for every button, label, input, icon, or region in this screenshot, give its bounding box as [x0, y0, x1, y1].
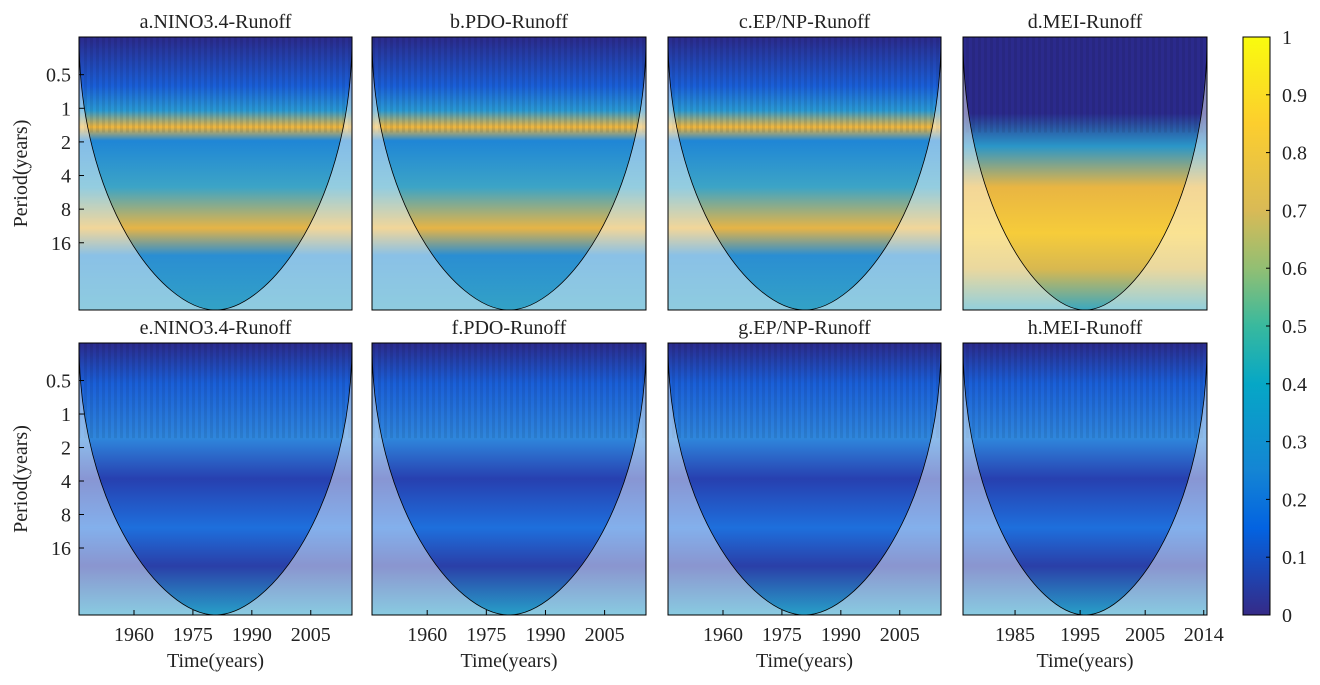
x-tick-label: 1990 [821, 624, 861, 646]
x-tick-label: 1960 [407, 624, 447, 646]
colorbar-tick-label: 0.3 [1282, 432, 1307, 454]
y-tick-label: 2 [61, 438, 71, 460]
colorbar-tick-label: 0.8 [1282, 143, 1307, 165]
colorbar-tick-label: 0.5 [1282, 316, 1307, 338]
phase-arrows [372, 343, 646, 439]
cone-shade [79, 37, 352, 310]
axes-box [962, 36, 1208, 311]
phase-arrows [668, 37, 941, 133]
axes-box [371, 36, 647, 311]
axes-box [78, 36, 353, 311]
y-tick-label: 8 [61, 199, 71, 221]
x-tick-label: 2005 [1125, 624, 1165, 646]
y-axis-label: Period(years) [10, 120, 32, 228]
cone-shade [668, 37, 941, 310]
axes-box [667, 342, 942, 616]
colorbar-tick-label: 0.4 [1282, 374, 1307, 396]
panel-title: e.NINO3.4-Runoff [140, 317, 292, 339]
cone-shade [963, 37, 1207, 310]
phase-arrows [963, 37, 1207, 133]
x-tick-label: 1990 [232, 624, 272, 646]
x-tick-label: 2005 [585, 624, 625, 646]
y-tick-label: 1 [61, 98, 71, 120]
cone-shade [372, 343, 646, 615]
panel-title: b.PDO-Runoff [450, 11, 568, 33]
axes-box [371, 342, 647, 616]
y-tick-label: 1 [61, 404, 71, 426]
x-tick-label: 1975 [173, 624, 213, 646]
phase-arrows [372, 37, 646, 133]
colorbar-tick-label: 0.7 [1282, 200, 1307, 222]
cone-shade [372, 37, 646, 310]
colorbar-tick-label: 0.6 [1282, 258, 1307, 280]
y-tick-label: 2 [61, 132, 71, 154]
x-tick-label: 1985 [995, 624, 1035, 646]
cone-shade [963, 343, 1207, 615]
colorbar-tick-label: 0 [1282, 605, 1292, 627]
x-tick-label: 1990 [525, 624, 565, 646]
axes-box [667, 36, 942, 311]
colorbar-tick-label: 0.1 [1282, 547, 1307, 569]
x-axis-label: Time(years) [460, 650, 557, 672]
panel-title: c.EP/NP-Runoff [739, 11, 871, 33]
cone-shade [79, 343, 352, 615]
panel-title: g.EP/NP-Runoff [738, 317, 871, 339]
x-tick-label: 1960 [703, 624, 743, 646]
x-tick-label: 2014 [1184, 624, 1224, 646]
y-tick-label: 0.5 [46, 65, 71, 87]
y-tick-label: 0.5 [46, 371, 71, 393]
y-tick-label: 16 [51, 233, 71, 255]
panel-title: h.MEI-Runoff [1028, 317, 1143, 339]
x-tick-label: 1975 [762, 624, 802, 646]
x-axis-label: Time(years) [167, 650, 264, 672]
y-tick-label: 4 [61, 471, 71, 493]
y-tick-label: 8 [61, 505, 71, 527]
cone-shade [668, 343, 941, 615]
x-tick-label: 1995 [1060, 624, 1100, 646]
phase-arrows [79, 37, 352, 133]
x-tick-label: 2005 [880, 624, 920, 646]
y-tick-label: 16 [51, 538, 71, 560]
phase-arrows [963, 343, 1207, 439]
axes-box [962, 342, 1208, 616]
axes-box [78, 342, 353, 616]
phase-arrows [79, 343, 352, 439]
colorbar-tick-label: 0.9 [1282, 85, 1307, 107]
x-tick-label: 2005 [291, 624, 331, 646]
y-axis-label: Period(years) [10, 425, 32, 533]
colorbar [1242, 36, 1271, 616]
colorbar-tick-label: 0.2 [1282, 489, 1307, 511]
x-tick-label: 1975 [466, 624, 506, 646]
phase-arrows [668, 343, 941, 439]
x-axis-label: Time(years) [756, 650, 853, 672]
panel-title: a.NINO3.4-Runoff [140, 11, 292, 33]
x-axis-label: Time(years) [1036, 650, 1133, 672]
panel-title: f.PDO-Runoff [452, 317, 567, 339]
x-tick-label: 1960 [114, 624, 154, 646]
colorbar-tick-label: 1 [1282, 27, 1292, 49]
y-tick-label: 4 [61, 166, 71, 188]
panel-title: d.MEI-Runoff [1028, 11, 1143, 33]
